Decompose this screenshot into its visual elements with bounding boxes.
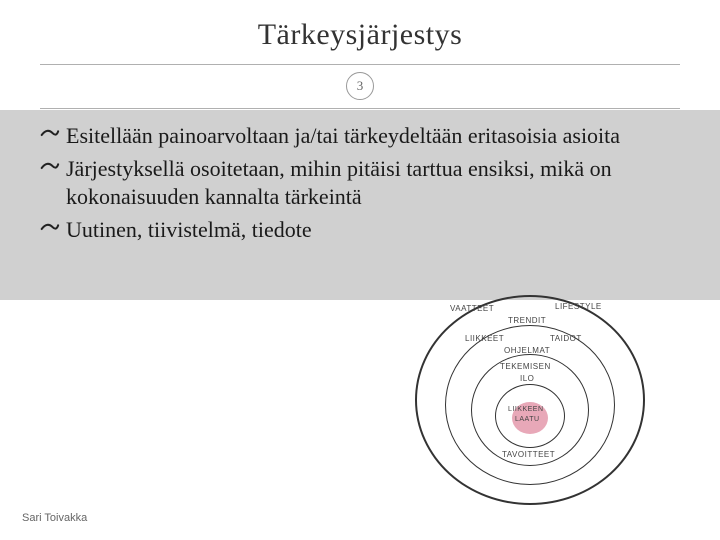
ring-label: LAATU [515, 416, 540, 423]
list-item: Järjestyksellä osoitetaan, mihin pitäisi… [38, 155, 682, 212]
ring-label: ILO [520, 374, 534, 383]
footer-author: Sari Toivakka [22, 512, 87, 524]
slide-number-badge: 3 [346, 72, 374, 100]
divider-top [40, 64, 680, 65]
ring-label: LIFESTYLE [555, 302, 602, 311]
bullet-icon [38, 157, 60, 179]
slide: Tärkeysjärjestys 3 Esitellään painoarvol… [0, 0, 720, 540]
slide-title: Tärkeysjärjestys [0, 18, 720, 52]
bullet-icon [38, 124, 60, 146]
ring-label: TRENDIT [508, 316, 546, 325]
bullet-text: Järjestyksellä osoitetaan, mihin pitäisi… [66, 156, 612, 210]
divider-bottom [40, 108, 680, 109]
bullet-icon [38, 218, 60, 240]
bullet-text: Esitellään painoarvoltaan ja/tai tärkeyd… [66, 123, 620, 148]
bullet-text: Uutinen, tiivistelmä, tiedote [66, 217, 312, 242]
list-item: Esitellään painoarvoltaan ja/tai tärkeyd… [38, 122, 682, 151]
ring-label: TEKEMISEN [500, 362, 551, 371]
concentric-diagram: VAATTEET LIFESTYLE TRENDIT LIIKKEET TAID… [400, 290, 660, 510]
ring-label: VAATTEET [450, 304, 494, 313]
ring-label: LIIKKEEN [508, 406, 544, 413]
bullet-list: Esitellään painoarvoltaan ja/tai tärkeyd… [38, 122, 682, 248]
ring-label: LIIKKEET [465, 334, 504, 343]
list-item: Uutinen, tiivistelmä, tiedote [38, 216, 682, 245]
ring-label: TAIDOT [550, 334, 582, 343]
ring-label: TAVOITTEET [502, 450, 555, 459]
